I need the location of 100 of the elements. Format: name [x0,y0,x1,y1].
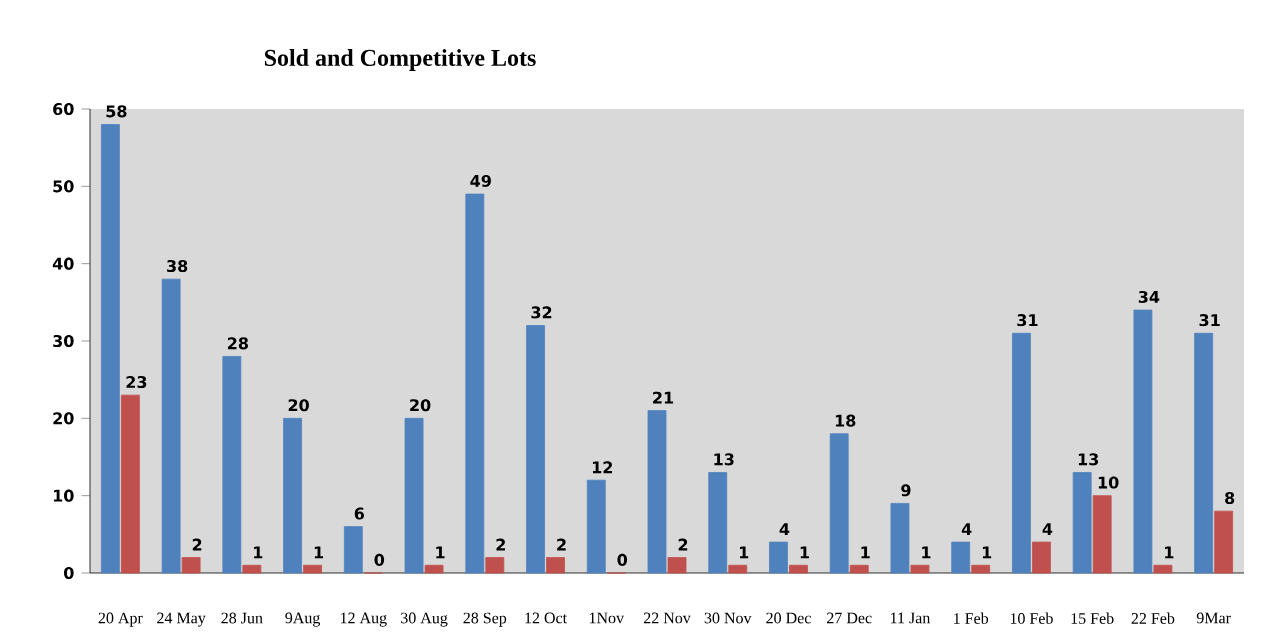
data-label: 2 [192,538,202,551]
data-label: 1 [436,546,445,559]
bar [708,471,728,574]
data-label: 1 [314,546,324,559]
bar [829,433,849,574]
x-tick-label: 12 Aug [340,612,387,627]
bar [971,564,991,574]
data-label: 31 [1199,313,1220,327]
x-tick-label: 28 Sep [463,612,507,627]
bar [728,564,748,574]
y-tick-label: 10 [53,489,74,502]
bar [526,324,545,574]
data-label: 38 [167,259,188,272]
x-tick-label: 27 Dec [827,612,872,624]
data-label: 0 [617,553,628,566]
data-label: 2 [557,538,566,551]
y-tick-label: 30 [53,334,74,347]
data-label: 1 [254,546,263,559]
x-tick-label: 22 Feb [1131,612,1175,624]
y-tick-label: 60 [53,102,74,115]
bar [485,556,505,574]
bar [1214,510,1234,574]
data-label: 2 [496,538,505,551]
x-tick-label: 28 Jun [221,612,263,624]
data-label: 49 [470,174,491,187]
x-tick-label: 10 Feb [1010,612,1053,624]
data-label: 2 [678,538,688,551]
data-label: 1 [922,546,931,559]
x-tick-label: 30 Aug [401,612,448,627]
x-tick-label: 9Aug [285,612,321,627]
data-label: 4 [779,523,790,535]
data-label: 4 [1042,523,1053,535]
data-label: 13 [714,453,734,466]
x-tick-label: 24 May [157,612,206,627]
data-label: 32 [531,306,552,319]
data-label: 20 [288,398,309,412]
x-tick-label: 15 Feb [1071,612,1114,624]
data-label: 1 [740,546,749,559]
bar [647,410,667,574]
bar [100,123,120,574]
bar [161,278,181,574]
x-tick-label: 20 Apr [98,612,143,627]
data-label: 58 [106,105,127,118]
bar [283,417,302,574]
bar [789,564,808,574]
data-label: 13 [1078,453,1099,466]
x-tick-label: 22 Nov [643,612,691,624]
data-label: 10 [1098,476,1119,489]
x-tick-label: 11 Jan [891,612,931,624]
y-tick-label: 50 [53,180,74,193]
bar [890,502,910,574]
bar [951,541,971,574]
data-label: 8 [1225,491,1235,504]
x-tick-label: 1Nov [589,612,625,624]
chart-title: Sold and Competitive Lots [264,48,536,71]
bar [1032,541,1051,574]
x-tick-label: 20 Dec [766,612,811,624]
data-label: 12 [592,461,613,473]
data-label: 21 [653,391,674,404]
bar [181,556,201,574]
data-label: 1 [1165,546,1174,559]
data-label: 28 [227,337,248,350]
y-tick-label: 20 [53,412,74,425]
bar [667,556,687,574]
data-label: 23 [126,375,147,388]
data-label: 4 [961,523,972,535]
bar [303,564,322,574]
data-label: 9 [901,484,911,497]
bar [910,564,930,574]
y-tick-label: 40 [52,257,74,270]
bar [343,526,363,574]
bar [546,556,565,574]
data-label: 18 [835,414,856,427]
x-tick-label: 9Mar [1196,612,1231,624]
bar [404,417,424,574]
data-label: 0 [374,553,385,566]
bar [242,564,262,574]
bar [1194,332,1214,574]
bar [769,541,788,574]
bar [424,564,444,574]
data-label: 1 [982,546,992,559]
bar [1092,495,1112,574]
bar [1153,564,1173,574]
bar [1012,332,1031,574]
x-tick-label: 12 Oct [525,612,567,624]
data-label: 20 [410,398,431,412]
bar [120,394,140,574]
bar [586,479,606,574]
bar [1133,309,1153,574]
x-tick-label: 1 Feb [954,612,989,624]
bar [849,564,869,574]
data-label: 34 [1138,290,1160,303]
y-tick-label: 0 [64,566,74,579]
data-label: 31 [1017,313,1038,327]
data-label: 6 [354,507,365,520]
bar [222,355,242,574]
data-label: 1 [800,546,809,559]
bar [1072,471,1092,574]
data-label: 1 [861,546,870,559]
x-tick-label: 30 Nov [704,612,752,624]
